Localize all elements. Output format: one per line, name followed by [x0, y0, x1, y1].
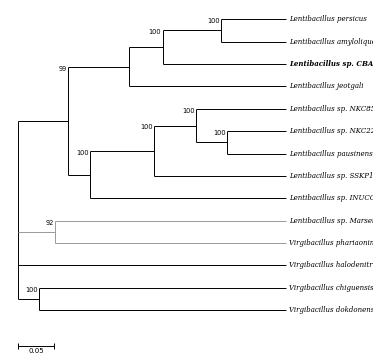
Text: Virgibacillus halodenitrificans: Virgibacillus halodenitrificans — [289, 261, 373, 269]
Text: 100: 100 — [213, 130, 226, 136]
Text: Lentibacillus sp. NKC851-2: Lentibacillus sp. NKC851-2 — [289, 105, 373, 113]
Text: Lentibacillus pausinensis: Lentibacillus pausinensis — [289, 150, 373, 158]
Text: 100: 100 — [207, 18, 220, 24]
Text: Virgibacillus dokdonensis: Virgibacillus dokdonensis — [289, 306, 373, 314]
Text: Lentibacillus sp. Marseille-P4043: Lentibacillus sp. Marseille-P4043 — [289, 217, 373, 225]
Text: Lentibacillus amyloliquefaciens: Lentibacillus amyloliquefaciens — [289, 38, 373, 46]
Text: Lentibacillus persicus: Lentibacillus persicus — [289, 15, 367, 23]
Text: Lentibacillus sp. NKC220-2: Lentibacillus sp. NKC220-2 — [289, 127, 373, 135]
Text: Lentibacillus jeotgali: Lentibacillus jeotgali — [289, 82, 363, 90]
Text: 100: 100 — [149, 29, 162, 35]
Text: 100: 100 — [182, 108, 195, 114]
Text: 100: 100 — [25, 287, 38, 293]
Text: Lentibacillus sp. CBA3610: Lentibacillus sp. CBA3610 — [289, 60, 373, 68]
Text: 100: 100 — [140, 125, 153, 130]
Text: 100: 100 — [76, 150, 89, 156]
Text: Lentibacillus sp. SSKP1-9: Lentibacillus sp. SSKP1-9 — [289, 172, 373, 180]
Text: Lentibacillus sp. INUCC-1: Lentibacillus sp. INUCC-1 — [289, 194, 373, 202]
Text: 99: 99 — [58, 66, 66, 72]
Text: 92: 92 — [46, 220, 54, 225]
Text: 0.05: 0.05 — [28, 348, 44, 354]
Text: Virgibacillus chiguensis: Virgibacillus chiguensis — [289, 284, 373, 292]
Text: Virgibacillus phariaonimus: Virgibacillus phariaonimus — [289, 239, 373, 247]
